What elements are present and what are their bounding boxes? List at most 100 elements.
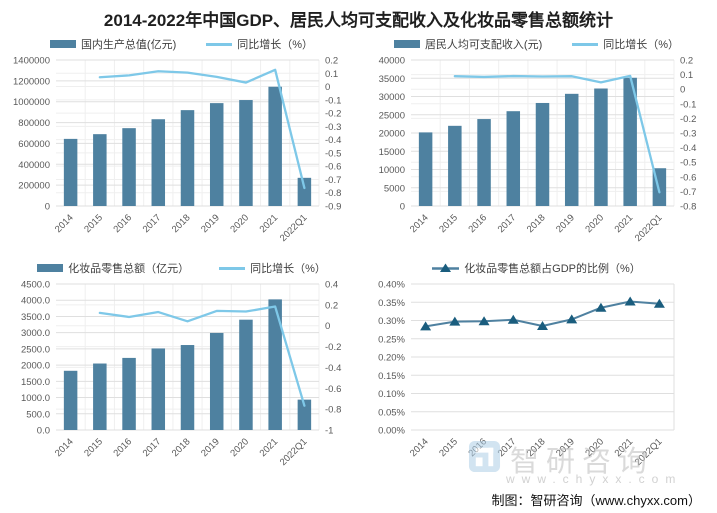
left-axis-tick: 15000 <box>379 147 405 158</box>
left-axis-tick: 30000 <box>379 92 405 103</box>
bar-2014 <box>63 370 78 430</box>
right-axis-tick: 0.1 <box>325 69 338 80</box>
left-axis-tick: 25000 <box>379 110 405 121</box>
right-axis-tick: 0 <box>325 321 330 332</box>
bar-2021 <box>623 77 637 206</box>
x-tick-2016: 2016 <box>466 212 489 235</box>
gdp-legend: 国内生产总值(亿元) 同比增长（%） <box>4 30 359 52</box>
left-axis-tick: 20000 <box>379 129 405 140</box>
growth-line <box>98 305 306 407</box>
x-tick-2019: 2019 <box>199 212 222 235</box>
right-axis-tick: -0.2 <box>325 342 341 353</box>
right-axis-tick: 0 <box>325 82 330 93</box>
right-axis-tick: -0.5 <box>680 158 696 169</box>
left-axis-tick: 1200000 <box>13 76 50 87</box>
chart-gdp: 国内生产总值(亿元) 同比增长（%） 0.2 0.1 0 -0.1 -0.2 -0.3 -0.4… <box>4 30 359 254</box>
x-tick-2019: 2019 <box>554 212 577 235</box>
charts-grid: 国内生产总值(亿元) 同比增长（%） 0.2 0.1 0 -0.1 -0.2 -0.3 -0.4… <box>4 30 714 478</box>
legend-label: 同比增长（%） <box>603 39 680 51</box>
right-axis-tick: -0.6 <box>680 172 696 183</box>
bar-2020 <box>239 319 253 430</box>
bar-2015 <box>448 125 462 206</box>
marker-2015 <box>449 316 461 326</box>
marker-2018 <box>537 320 548 330</box>
bar-swatch-icon <box>37 264 64 272</box>
left-axis-tick: 0 <box>400 202 405 213</box>
income-legend: 居民人均可支配收入(元) 同比增长（%） <box>359 30 714 52</box>
x-tick-2014: 2014 <box>53 436 76 459</box>
ratio-legend: 化妆品零售总额占GDP的比例（%） <box>359 254 714 276</box>
right-axis-tick: -0.9 <box>325 202 341 213</box>
left-axis-tick: 0.35% <box>378 298 405 309</box>
legend-item: 同比增长（%） <box>206 36 313 52</box>
x-tick-2017: 2017 <box>496 212 519 235</box>
legend-item: 化妆品零售总额（亿元） <box>37 260 189 276</box>
left-axis-tick: 0.30% <box>378 316 405 327</box>
x-tick-2017: 2017 <box>496 436 519 459</box>
bar-2017 <box>151 119 166 206</box>
right-axis-tick: -0.1 <box>680 99 696 110</box>
bar-2018 <box>180 345 195 430</box>
left-axis-tick: 3500.0 <box>21 312 50 323</box>
x-tick-2018: 2018 <box>170 212 193 235</box>
x-tick-2015: 2015 <box>82 436 105 459</box>
marker-2017 <box>507 314 519 324</box>
right-axis-tick: -0.8 <box>325 188 341 199</box>
x-tick-2014: 2014 <box>408 212 431 235</box>
x-tick-2016: 2016 <box>466 436 489 459</box>
bar-2021 <box>268 86 282 206</box>
right-axis-tick: -0.5 <box>325 148 341 159</box>
left-axis-tick: 0.0 <box>37 426 50 437</box>
left-axis-tick: 0.15% <box>378 371 405 382</box>
bar-2016 <box>122 128 136 206</box>
left-axis-tick: 1500.0 <box>21 377 50 388</box>
x-tick-2014: 2014 <box>53 212 76 235</box>
x-tick-2018: 2018 <box>170 436 193 459</box>
left-axis-tick: 5000 <box>384 183 405 194</box>
legend-item: 化妆品零售总额占GDP的比例（%） <box>432 260 641 276</box>
cosmetics-legend: 化妆品零售总额（亿元） 同比增长（%） <box>4 254 359 276</box>
left-axis-tick: 0.10% <box>378 389 405 400</box>
right-axis-tick: -0.8 <box>680 202 696 213</box>
chart-cosmetics: 化妆品零售总额（亿元） 同比增长（%） 0.4 0.2 0 -0.2 -0.4 -0.6 -0.… <box>4 254 359 478</box>
left-axis-tick: 2500.0 <box>21 344 50 355</box>
x-tick-2021: 2021 <box>258 436 281 459</box>
left-axis-tick: 1000000 <box>13 97 50 108</box>
left-axis-tick: 4000.0 <box>21 296 50 307</box>
left-axis-tick: 4500.0 <box>21 280 50 291</box>
left-axis-tick: 0.20% <box>378 353 405 364</box>
left-axis-tick: 1400000 <box>13 56 50 67</box>
right-axis-tick: -0.3 <box>680 129 696 140</box>
legend-label: 化妆品零售总额（亿元） <box>68 263 190 275</box>
marker-2021 <box>624 296 636 306</box>
bar-2017 <box>506 111 521 206</box>
left-axis-tick: 0 <box>45 202 50 213</box>
source-caption: 制图：智研咨询（www.chyxx.com） <box>491 493 701 508</box>
x-tick-2021: 2021 <box>613 212 636 235</box>
x-tick-2020: 2020 <box>228 436 251 459</box>
left-axis-tick: 600000 <box>18 139 50 150</box>
right-axis-tick: 0.2 <box>680 56 693 67</box>
right-axis-tick: 0.4 <box>325 280 338 291</box>
left-axis-tick: 500.0 <box>26 409 50 420</box>
line-swatch-icon <box>219 266 246 270</box>
x-tick-2020: 2020 <box>583 436 606 459</box>
x-tick-2018: 2018 <box>525 436 548 459</box>
left-axis-tick: 400000 <box>18 160 50 171</box>
gdp-plot: 0.2 0.1 0 -0.1 -0.2 -0.3 -0.4 -0.5 -0.6 -0.7 -0.8 -… <box>13 56 341 245</box>
legend-label: 国内生产总值(亿元) <box>80 39 177 51</box>
marker-2019 <box>566 314 578 324</box>
right-axis-tick: -0.7 <box>325 175 341 186</box>
ratio-plot: 0.40% 0.35% 0.30% 0.25% 0.20% 0.15% 0.10% 0.05%… <box>378 280 675 468</box>
right-axis-tick: -0.6 <box>325 384 341 395</box>
left-axis-tick: 800000 <box>18 118 50 129</box>
right-axis-tick: -0.4 <box>325 363 341 374</box>
right-axis-tick: -0.2 <box>325 109 341 120</box>
left-axis-tick: 3000.0 <box>21 328 50 339</box>
right-axis-tick: 0.2 <box>325 300 338 311</box>
bar-2019 <box>209 332 224 430</box>
bar-2015 <box>93 363 107 430</box>
bar-2016 <box>122 357 136 430</box>
x-tick-2021: 2021 <box>258 212 281 235</box>
bar-2016 <box>477 119 491 206</box>
